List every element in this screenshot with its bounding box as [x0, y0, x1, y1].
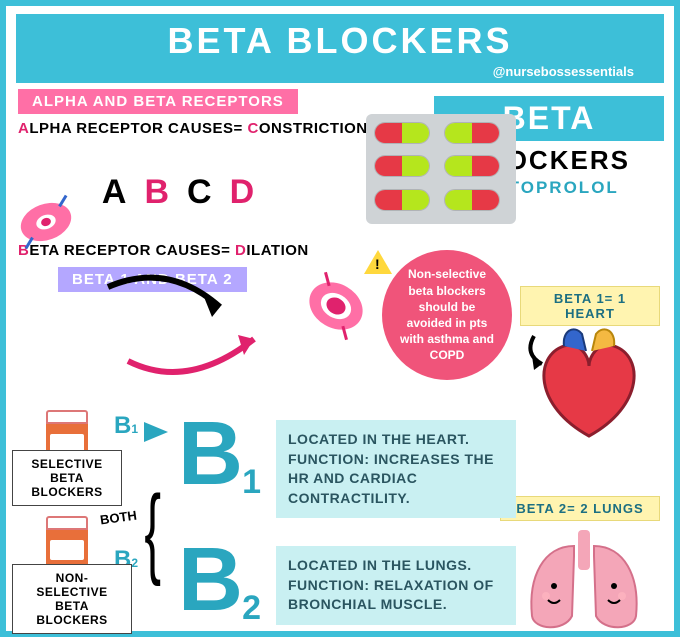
- b2-description: LOCATED IN THE LUNGS. FUNCTION: RELAXATI…: [276, 546, 516, 625]
- nonselective-label: NON-SELECTIVE BETA BLOCKERS: [12, 564, 132, 634]
- mnemonic-b: B: [144, 173, 169, 212]
- small-b1-icon: B1: [114, 412, 138, 440]
- alpha-receptor-line: ALPHA RECEPTOR CAUSES= CONSTRICTION: [18, 120, 378, 137]
- letter-d: D: [235, 242, 246, 259]
- alpha-text: LPHA RECEPTOR CAUSES=: [29, 120, 247, 137]
- capsule-icon: [444, 189, 500, 211]
- page-title: BETA BLOCKERS: [16, 14, 664, 64]
- warning-circle: Non-selective beta blockers should be av…: [382, 250, 512, 380]
- capsule-icon: [444, 122, 500, 144]
- warning-triangle-icon: [364, 250, 392, 274]
- mnemonic-c: C: [187, 173, 212, 212]
- arrow-icon: [144, 422, 168, 442]
- big-b1-icon: B1: [178, 418, 243, 490]
- alpha-beta-section: ALPHA AND BETA RECEPTORS ALPHA RECEPTOR …: [18, 89, 378, 292]
- mnemonic-arrows: [78, 269, 278, 379]
- b1-description: LOCATED IN THE HEART. FUNCTION: INCREASE…: [276, 420, 516, 518]
- constriction-text: ONSTRICTION: [259, 120, 368, 137]
- beta2-label: BETA 2= 2 LUNGS: [500, 496, 660, 521]
- lungs-icon: [514, 526, 654, 636]
- author-handle: @nursebossessentials: [16, 64, 664, 83]
- dilation-text: ILATION: [246, 242, 308, 259]
- letter-a: A: [18, 120, 29, 137]
- letter-c: C: [247, 120, 258, 137]
- big-b2-icon: B2: [178, 544, 243, 616]
- mnemonic-d: D: [230, 173, 255, 212]
- capsule-icon: [444, 155, 500, 177]
- beta-receptor-line: BETA RECEPTOR CAUSES= DILATION: [18, 242, 378, 259]
- brace-icon: {: [144, 474, 161, 589]
- both-label: BOTH: [99, 508, 138, 528]
- heart-icon: [524, 316, 654, 446]
- mnemonic-a: A: [102, 173, 127, 212]
- pill-pack-icon: [366, 114, 516, 224]
- abcd-mnemonic: A B C D: [58, 173, 298, 212]
- capsule-icon: [374, 155, 430, 177]
- capsule-icon: [374, 189, 430, 211]
- selective-label: SELECTIVE BETA BLOCKERS: [12, 450, 122, 506]
- alpha-beta-heading: ALPHA AND BETA RECEPTORS: [18, 89, 298, 114]
- capsule-icon: [374, 122, 430, 144]
